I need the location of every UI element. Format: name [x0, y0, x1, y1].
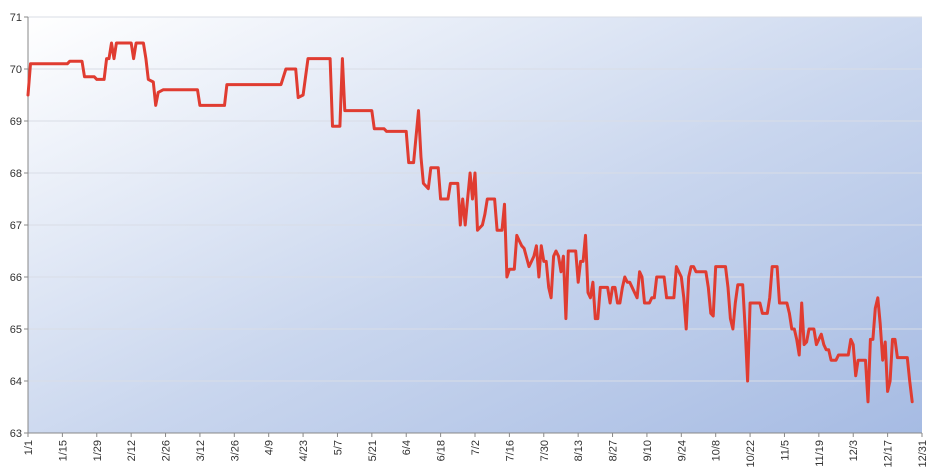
x-tick-label: 8/13 — [573, 440, 585, 461]
x-tick-label: 7/16 — [504, 440, 516, 461]
x-tick-label: 5/21 — [367, 440, 379, 461]
x-tick-label: 5/7 — [332, 440, 344, 455]
series-line — [26, 41, 914, 404]
x-tick-label: 10/8 — [711, 440, 723, 461]
x-tick-label: 9/24 — [676, 440, 688, 461]
x-tick-label: 6/18 — [436, 440, 448, 461]
y-axis-ticks: 63 64 65 66 67 68 69 70 71 — [10, 12, 28, 440]
y-tick-label: 64 — [10, 376, 22, 388]
x-tick-label: 12/17 — [883, 440, 895, 468]
x-tick-label: 7/30 — [539, 440, 551, 461]
x-tick-label: 4/9 — [264, 440, 276, 455]
x-tick-label: 3/26 — [229, 440, 241, 461]
y-tick-label: 65 — [10, 324, 22, 336]
y-tick-label: 68 — [10, 168, 22, 180]
x-tick-label: 7/2 — [470, 440, 482, 455]
y-tick-label: 69 — [10, 116, 22, 128]
y-tick-label: 71 — [10, 12, 22, 24]
gridlines — [28, 16, 922, 382]
y-tick-label: 66 — [10, 272, 22, 284]
x-tick-label: 1/1 — [23, 440, 35, 455]
x-tick-label: 2/12 — [126, 440, 138, 461]
x-tick-label: 3/12 — [195, 440, 207, 461]
x-tick-label: 12/3 — [848, 440, 860, 461]
x-tick-label: 11/19 — [814, 440, 826, 467]
x-tick-label: 12/31 — [917, 440, 929, 468]
x-tick-label: 2/26 — [161, 440, 173, 461]
x-axis-ticks: 1/1 1/15 1/29 2/12 2/26 3/12 3/26 4/9 4/23 5/7 5/2… — [23, 433, 929, 468]
x-tick-label: 4/23 — [298, 440, 310, 461]
y-tick-label: 70 — [10, 64, 22, 76]
y-tick-label: 67 — [10, 220, 22, 232]
x-tick-label: 6/4 — [401, 440, 413, 455]
x-tick-label: 10/22 — [745, 440, 757, 468]
x-tick-label: 9/10 — [642, 440, 654, 461]
x-tick-label: 11/5 — [779, 440, 791, 461]
x-tick-label: 1/29 — [92, 440, 104, 461]
x-tick-label: 8/27 — [608, 440, 620, 461]
y-tick-label: 63 — [10, 428, 22, 440]
x-tick-label: 1/15 — [57, 440, 69, 461]
